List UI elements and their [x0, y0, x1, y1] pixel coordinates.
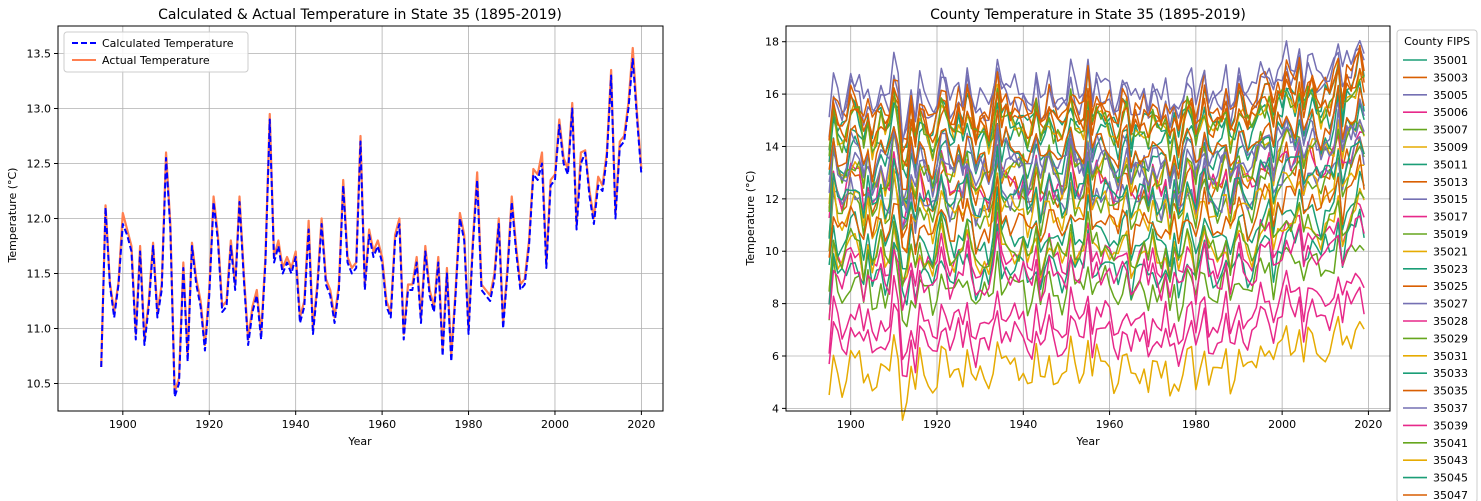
series-line-calculated	[100, 58, 643, 398]
x-tick-label: 1960	[368, 418, 396, 431]
legend-label: 35011	[1433, 158, 1468, 171]
county-series-line	[828, 65, 1365, 167]
county-series-line	[828, 215, 1365, 320]
legend-label: 35029	[1433, 332, 1468, 345]
x-tick-label: 1900	[109, 418, 137, 431]
x-tick-label: 2000	[541, 418, 569, 431]
legend-label: 35006	[1433, 106, 1468, 119]
chart-title: Calculated & Actual Temperature in State…	[158, 7, 562, 23]
legend-label: 35045	[1433, 472, 1468, 485]
legend-label: 35007	[1433, 124, 1468, 137]
y-tick-label: 4	[772, 402, 779, 415]
legend-label: 35047	[1433, 489, 1468, 501]
y-tick-label: 10.5	[27, 378, 52, 391]
county-series-line	[828, 108, 1365, 213]
x-tick-label: 2020	[1354, 418, 1382, 431]
y-tick-label: 11.0	[27, 323, 52, 336]
y-tick-label: 11.5	[27, 268, 52, 281]
x-tick-label: 1980	[1182, 418, 1210, 431]
x-tick-label: 1920	[923, 418, 951, 431]
y-tick-label: 13.5	[27, 48, 52, 61]
legend-label: 35035	[1433, 385, 1468, 398]
y-tick-label: 6	[772, 350, 779, 363]
chart-title: County Temperature in State 35 (1895-201…	[930, 7, 1246, 23]
county-series-line	[828, 284, 1365, 378]
county-series-line	[828, 191, 1365, 292]
legend-label: 35021	[1433, 245, 1468, 258]
y-tick-label: 13.0	[27, 103, 52, 116]
county-series-line	[828, 269, 1365, 361]
plot-frame	[785, 25, 1391, 412]
x-tick-label: 1920	[195, 418, 223, 431]
legend-label: 35025	[1433, 280, 1468, 293]
county-series-line	[828, 200, 1365, 305]
y-tick-label: 8	[772, 298, 779, 311]
legend-label: 35043	[1433, 454, 1468, 467]
legend-label: Actual Temperature	[102, 54, 210, 67]
legend-label: 35041	[1433, 437, 1468, 450]
x-tick-label: 1940	[282, 418, 310, 431]
legend: County FIPS 35001 35003 35005 35006 35007 3500…	[1396, 29, 1478, 501]
legend-label: 35015	[1433, 193, 1468, 206]
x-ticks: 1900 1920 1940 1960 1980 2000 2020	[837, 411, 1382, 431]
legend-label: 35013	[1433, 176, 1468, 189]
legend-label: 35017	[1433, 211, 1468, 224]
grid	[58, 26, 663, 411]
legend-label: 35005	[1433, 89, 1468, 102]
x-tick-label: 1940	[1009, 418, 1037, 431]
y-tick-label: 18	[765, 36, 779, 49]
y-tick-label: 12.0	[27, 213, 52, 226]
county-series-line	[828, 187, 1365, 292]
y-tick-label: 10	[765, 245, 779, 258]
series-group	[828, 39, 1365, 421]
calculated-actual-chart: Calculated & Actual Temperature in State…	[6, 7, 664, 448]
x-tick-label: 1960	[1096, 418, 1124, 431]
county-series-line	[828, 234, 1365, 328]
y-ticks: 10.5 11.0 11.5 12.0 12.5 13.0 13.5	[27, 48, 58, 391]
county-temperature-chart: County Temperature in State 35 (1895-201…	[744, 7, 1478, 501]
county-series-line	[828, 84, 1365, 191]
y-ticks: 4 6 8 10 12 14 16 18	[765, 36, 786, 415]
county-series-line	[828, 315, 1365, 421]
series-group	[100, 46, 643, 398]
x-tick-label: 1980	[455, 418, 483, 431]
legend-label: 35037	[1433, 402, 1468, 415]
x-tick-label: 2020	[627, 418, 655, 431]
y-tick-label: 12	[765, 193, 779, 206]
series-line-actual	[100, 46, 643, 394]
y-axis-label: Temperature (°C)	[6, 168, 19, 264]
x-tick-label: 1900	[837, 418, 865, 431]
legend-box	[63, 31, 249, 73]
county-series-line	[828, 154, 1365, 258]
legend: Calculated Temperature Actual Temperature	[63, 31, 249, 73]
legend-label: 35019	[1433, 228, 1468, 241]
legend-label: 35033	[1433, 367, 1468, 380]
legend-label: 35027	[1433, 298, 1468, 311]
legend-label: 35039	[1433, 419, 1468, 432]
legend-title: County FIPS	[1404, 35, 1470, 48]
legend-label: 35001	[1433, 54, 1468, 67]
y-tick-label: 14	[765, 140, 779, 153]
county-series-line	[828, 140, 1365, 239]
x-tick-label: 2000	[1268, 418, 1296, 431]
x-axis-label: Year	[1075, 435, 1100, 448]
y-axis-label: Temperature (°C)	[744, 171, 757, 267]
legend-label: 35028	[1433, 315, 1468, 328]
y-tick-label: 16	[765, 88, 779, 101]
legend-label: 35003	[1433, 71, 1468, 84]
legend-label: Calculated Temperature	[102, 37, 234, 50]
county-series-line	[828, 40, 1365, 140]
legend-label: 35031	[1433, 350, 1468, 363]
x-ticks: 1900 1920 1940 1960 1980 2000 2020	[109, 411, 655, 431]
legend-label: 35009	[1433, 141, 1468, 154]
legend-label: 35023	[1433, 263, 1468, 276]
x-axis-label: Year	[347, 435, 372, 448]
y-tick-label: 12.5	[27, 158, 52, 171]
